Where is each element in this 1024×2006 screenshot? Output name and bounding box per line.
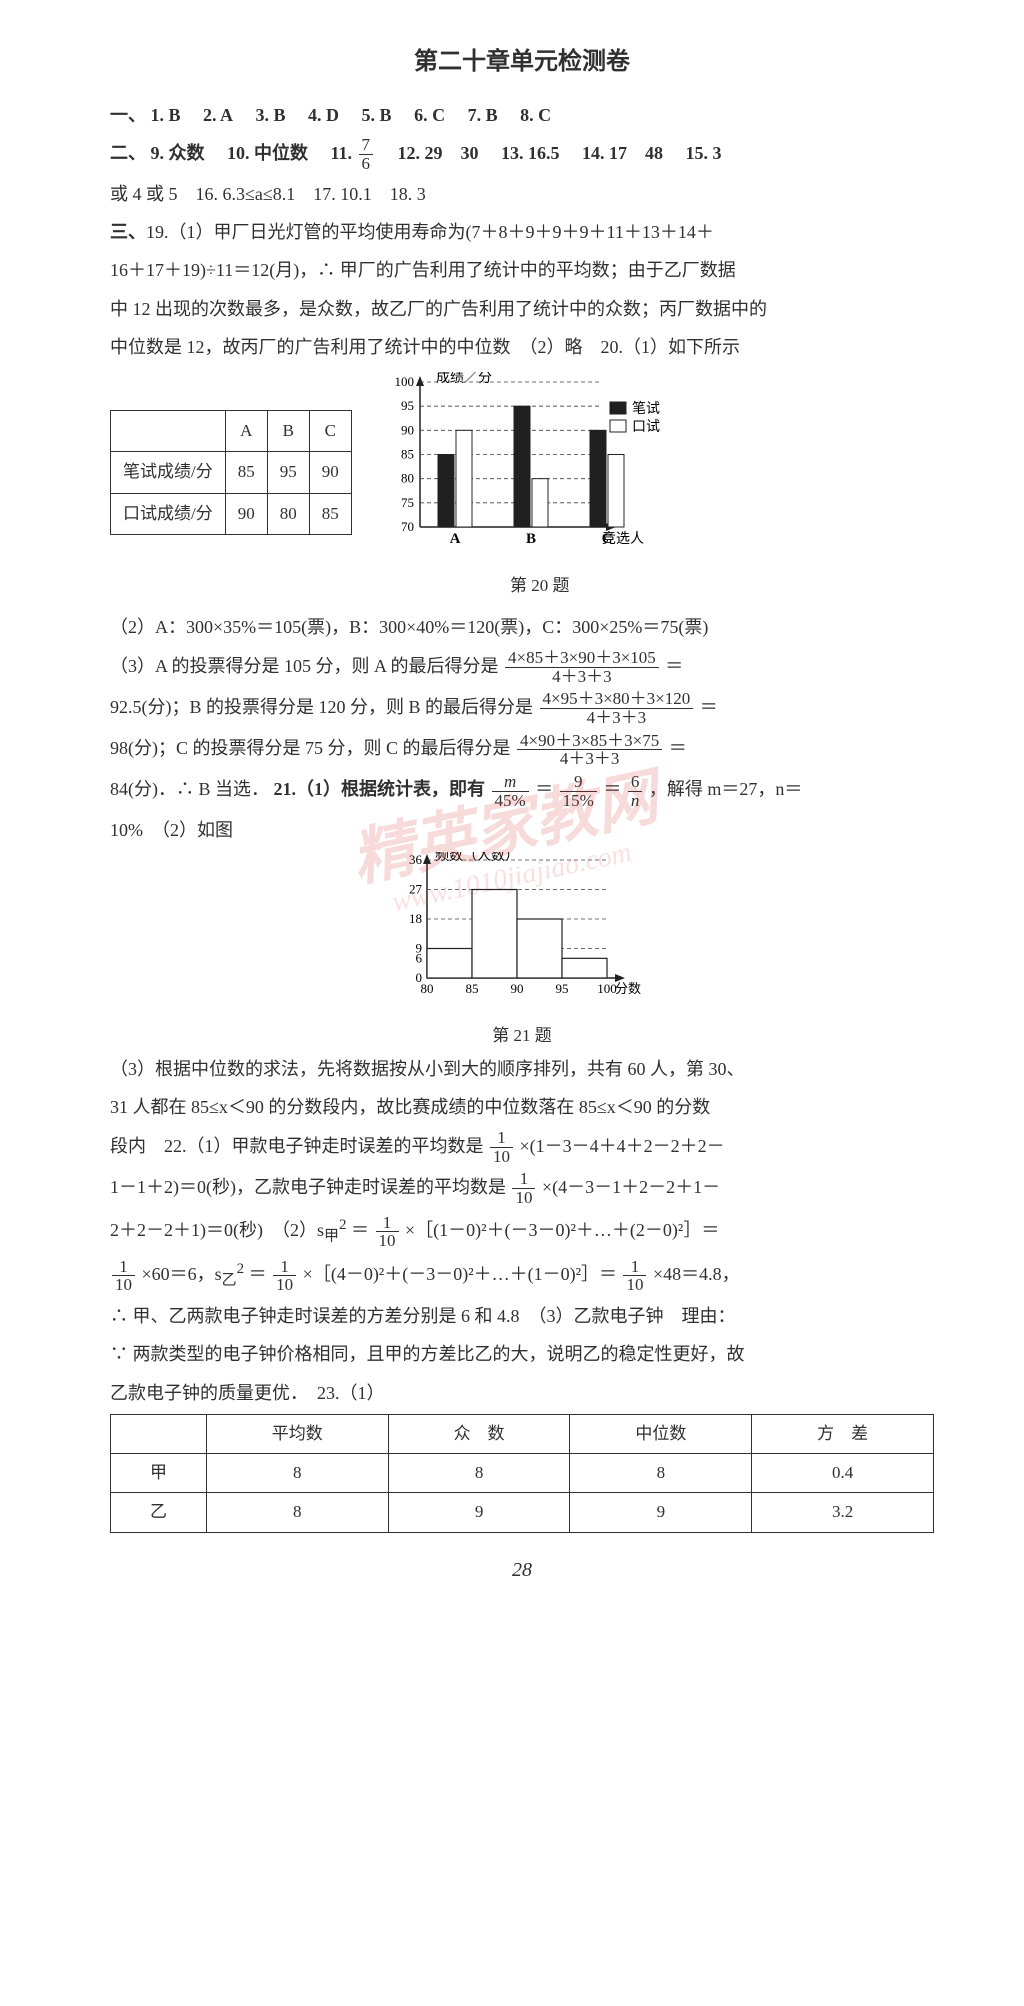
svg-text:80: 80 [401, 471, 414, 486]
q19-d: 中位数是 12，故丙厂的广告利用了统计中的中位数 （2）略 20.（1）如下所示 [110, 330, 934, 364]
q21-3-b: 31 人都在 85≤x＜90 的分数段内，故比赛成绩的中位数落在 85≤x＜90… [110, 1090, 934, 1124]
q20-3c: 精英家教网 www.1010jiajiao.com 98(分)；C 的投票得分是… [110, 731, 934, 768]
table-q20: A B C 笔试成绩/分 85 95 90 口试成绩/分 90 80 85 [110, 410, 352, 535]
q22-1b: 1－1＋2)＝0(秒)，乙款电子钟走时误差的平均数是 110 ×(4－3－1＋2… [110, 1170, 934, 1207]
q22-3a: ∴ 甲、乙两款电子钟走时误差的方差分别是 6 和 4.8 （3）乙款电子钟 理由… [110, 1299, 934, 1333]
svg-text:竞选人: 竞选人 [602, 530, 644, 547]
svg-text:100: 100 [597, 981, 617, 996]
q19-b: 16＋17＋19)÷11＝12(月)，∴ 甲厂的广告利用了统计中的平均数；由于乙… [110, 253, 934, 287]
page-title: 第二十章单元检测卷 [110, 40, 934, 86]
q22-2a: 2＋2－2＋1)＝0(秒) （2）s甲2 ＝ 110 ×［(1－0)²＋(－3－… [110, 1211, 934, 1251]
svg-text:18: 18 [409, 911, 422, 926]
svg-text:36: 36 [409, 852, 423, 867]
table-q23: 平均数 众 数 中位数 方 差 甲 8 8 8 0.4 乙 8 9 9 3.2 [110, 1414, 934, 1533]
q21-3-a: （3）根据中位数的求法，先将数据按从小到大的顺序排列，共有 60 人，第 30、 [110, 1052, 934, 1086]
svg-text:分数: 分数 [615, 981, 641, 996]
svg-text:90: 90 [401, 422, 414, 437]
svg-text:笔试: 笔试 [632, 401, 660, 417]
chart-q21: 频数（人数）06918273680859095100分数 第 21 题 [110, 852, 934, 1052]
svg-text:85: 85 [466, 981, 479, 996]
svg-text:80: 80 [421, 981, 434, 996]
q19-a: 三、19.（1）甲厂日光灯管的平均使用寿命为(7＋8＋9＋9＋9＋11＋13＋1… [110, 215, 934, 249]
q22-2b: 110 ×60＝6，s乙2 ＝ 110 ×［(4－0)²＋(－3－0)²＋…＋(… [110, 1255, 934, 1295]
q22-1a: 段内 22.（1）甲款电子钟走时误差的平均数是 110 ×(1－3－4＋4＋2－… [110, 1129, 934, 1166]
svg-text:95: 95 [556, 981, 569, 996]
svg-text:A: A [449, 531, 460, 547]
svg-text:70: 70 [401, 519, 414, 534]
svg-text:27: 27 [409, 881, 423, 896]
section-2-line-2: 或 4 或 5 16. 6.3≤a≤8.1 17. 10.1 18. 3 [110, 177, 934, 211]
svg-text:9: 9 [416, 940, 423, 955]
q20-3a: （3）A 的投票得分是 105 分，则 A 的最后得分是 4×85＋3×90＋3… [110, 649, 934, 686]
section-1: 一、 1. B 2. A 3. B 4. D 5. B 6. C 7. B 8.… [110, 98, 934, 132]
svg-text:频数（人数）: 频数（人数） [435, 852, 519, 864]
q20-3b: 92.5(分)；B 的投票得分是 120 分，则 B 的最后得分是 4×95＋3… [110, 690, 934, 727]
q19-c: 中 12 出现的次数最多，是众数，故乙厂的广告利用了统计中的众数；丙厂数据中的 [110, 292, 934, 326]
svg-text:95: 95 [401, 398, 414, 413]
svg-text:B: B [526, 531, 536, 547]
svg-text:75: 75 [401, 495, 414, 510]
section-2-line-1: 二、 9. 众数 10. 中位数 11. 76 12. 29 30 13. 16… [110, 136, 934, 173]
q20-3d-q21a: 84(分)．∴ B 当选． 21.（1）根据统计表，即有 m45% ＝ 915%… [110, 772, 934, 809]
svg-text:成绩／分: 成绩／分 [436, 372, 492, 386]
page-number: 28 [110, 1551, 934, 1589]
svg-text:100: 100 [394, 374, 414, 389]
svg-text:口试: 口试 [632, 419, 660, 435]
q22-3c: 乙款电子钟的质量更优． 23.（1） [110, 1376, 934, 1410]
svg-text:90: 90 [511, 981, 524, 996]
svg-text:85: 85 [401, 446, 414, 461]
q22-3b: ∵ 两款类型的电子钟价格相同，且甲的方差比乙的大，说明乙的稳定性更好，故 [110, 1337, 934, 1371]
chart-q20: 成绩／分707580859095100ABC竞选人笔试口试 第 20 题 [370, 372, 710, 602]
q20-2: （2）A：300×35%＝105(票)，B：300×40%＝120(票)，C：3… [110, 610, 934, 644]
q21-line2: 10% （2）如图 [110, 813, 934, 847]
